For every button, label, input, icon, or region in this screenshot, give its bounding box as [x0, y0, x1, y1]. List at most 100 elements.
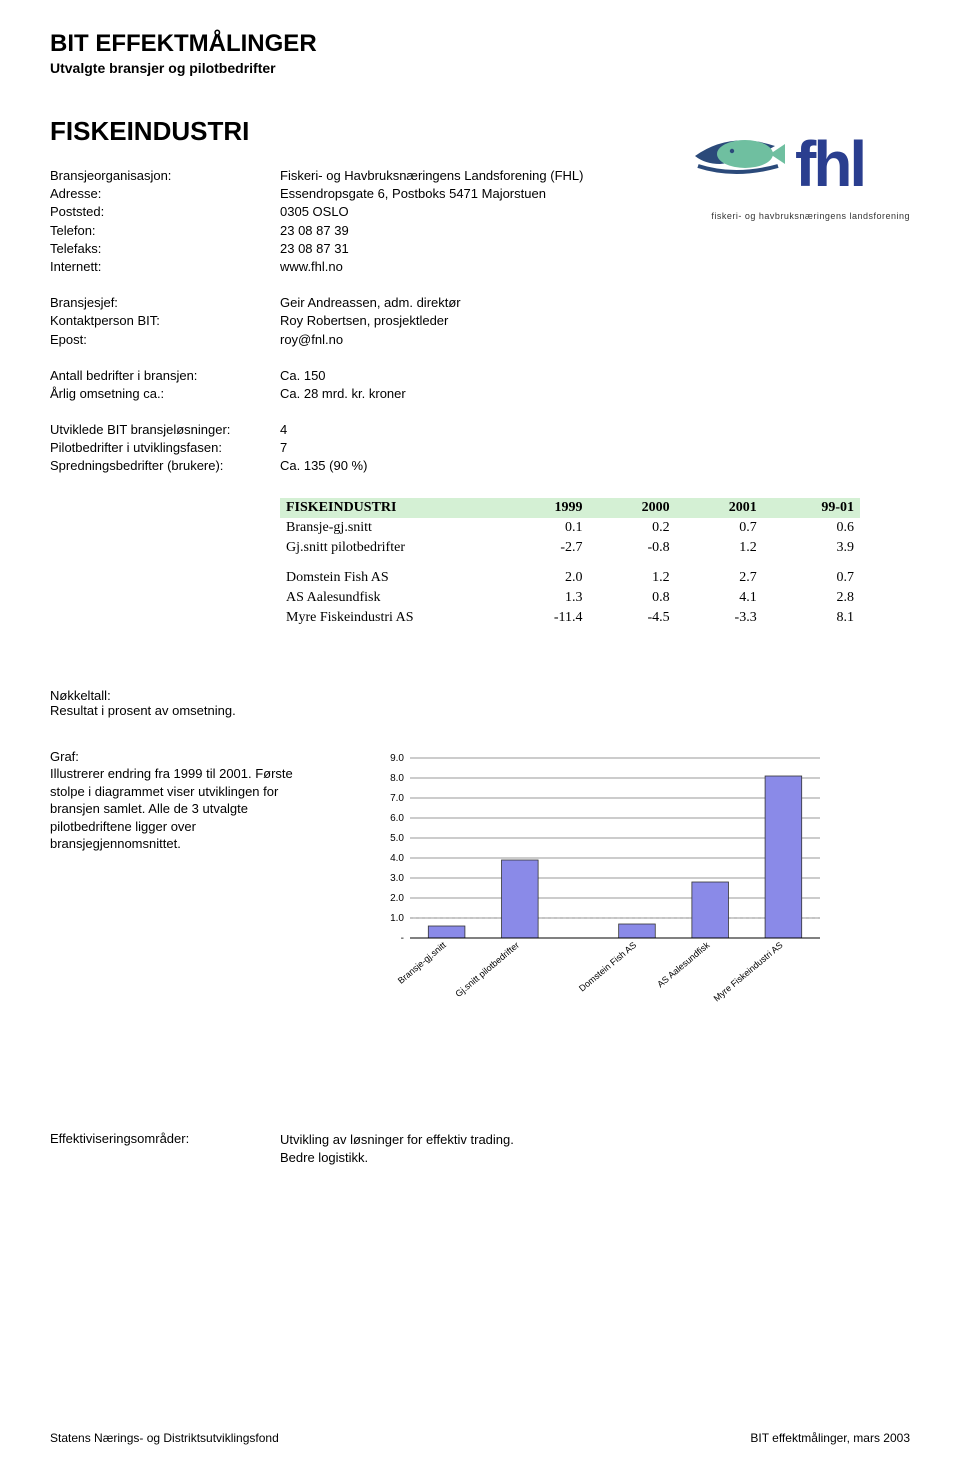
kv-key: Adresse:	[50, 185, 280, 203]
table-cell: -2.7	[500, 538, 589, 558]
graf-label: Graf:	[50, 748, 330, 766]
kv-key: Bransjeorganisasjon:	[50, 167, 280, 185]
kv-val: 4	[280, 421, 583, 439]
section-title: FISKEINDUSTRI	[50, 116, 583, 147]
table-row: AS Aalesundfisk1.30.84.12.8	[280, 588, 860, 608]
table-cell: 3.9	[763, 538, 860, 558]
table-row: Domstein Fish AS2.01.22.70.7	[280, 568, 860, 588]
kv-val: Fiskeri- og Havbruksnæringens Landsforen…	[280, 167, 583, 185]
table-row: Bransje-gj.snitt0.10.20.70.6	[280, 518, 860, 538]
kv-key: Spredningsbedrifter (brukere):	[50, 457, 280, 475]
fhl-logo-icon: fhl	[690, 116, 910, 206]
svg-text:2.0: 2.0	[390, 893, 404, 904]
graf-text: Illustrerer endring fra 1999 til 2001. F…	[50, 765, 330, 853]
kv-val: 0305 OSLO	[280, 203, 583, 221]
logo-caption: fiskeri- og havbruksnæringens landsforen…	[690, 211, 910, 221]
kv-val: Essendropsgate 6, Postboks 5471 Majorstu…	[280, 185, 583, 203]
kv-row: Spredningsbedrifter (brukere):Ca. 135 (9…	[50, 457, 583, 475]
kv-val: Ca. 28 mrd. kr. kroner	[280, 385, 583, 403]
table-cell: 4.1	[676, 588, 763, 608]
table-cell: 2.8	[763, 588, 860, 608]
kv-row: Antall bedrifter i bransjen:Ca. 150	[50, 367, 583, 385]
table-cell: Myre Fiskeindustri AS	[280, 608, 500, 628]
kv-val: www.fhl.no	[280, 258, 583, 276]
kv-key: Antall bedrifter i bransjen:	[50, 367, 280, 385]
kv-val: 7	[280, 439, 583, 457]
table-cell: 0.7	[763, 568, 860, 588]
svg-text:Domstein Fish AS: Domstein Fish AS	[577, 939, 638, 993]
page-subtitle: Utvalgte bransjer og pilotbedrifter	[50, 60, 910, 76]
kv-val: 23 08 87 31	[280, 240, 583, 258]
col-h-0: FISKEINDUSTRI	[280, 498, 500, 518]
kv-key: Utviklede BIT bransjeløsninger:	[50, 421, 280, 439]
graf-text-block: Graf: Illustrerer endring fra 1999 til 2…	[50, 748, 330, 853]
table-cell: AS Aalesundfisk	[280, 588, 500, 608]
svg-text:fhl: fhl	[795, 128, 864, 200]
table-cell: -3.3	[676, 608, 763, 628]
kv-row: Kontaktperson BIT:Roy Robertsen, prosjek…	[50, 312, 583, 330]
table-row: Myre Fiskeindustri AS-11.4-4.5-3.38.1	[280, 608, 860, 628]
kv-row: Årlig omsetning ca.:Ca. 28 mrd. kr. kron…	[50, 385, 583, 403]
kv-val: 23 08 87 39	[280, 222, 583, 240]
table-cell: 0.8	[589, 588, 676, 608]
table-cell: Bransje-gj.snitt	[280, 518, 500, 538]
table-cell: -11.4	[500, 608, 589, 628]
table-cell: 0.2	[589, 518, 676, 538]
kv-key: Epost:	[50, 331, 280, 349]
kv-val: Ca. 150	[280, 367, 583, 385]
kv-key: Årlig omsetning ca.:	[50, 385, 280, 403]
svg-text:1.0: 1.0	[390, 913, 404, 924]
kv-row: Utviklede BIT bransjeløsninger:4	[50, 421, 583, 439]
effekt-line2: Bedre logistikk.	[280, 1149, 910, 1167]
effekt-block: Effektiviseringsområder: Utvikling av lø…	[50, 1131, 910, 1167]
svg-text:Myre Fiskeindustri AS: Myre Fiskeindustri AS	[712, 939, 785, 1003]
logo: fhl fiskeri- og havbruksnæringens landsf…	[690, 116, 910, 221]
kv-row: Epost:roy@fnl.no	[50, 331, 583, 349]
table-cell: Gj.snitt pilotbedrifter	[280, 538, 500, 558]
table-cell: 1.3	[500, 588, 589, 608]
nokkeltall-text: Resultat i prosent av omsetning.	[50, 703, 910, 718]
kv-row: Pilotbedrifter i utviklingsfasen:7	[50, 439, 583, 457]
footer-right: BIT effektmålinger, mars 2003	[750, 1431, 910, 1445]
kv-row: Telefaks:23 08 87 31	[50, 240, 583, 258]
effekt-label: Effektiviseringsområder:	[50, 1131, 280, 1167]
table-cell: 2.7	[676, 568, 763, 588]
kv-row: Bransjesjef:Geir Andreassen, adm. direkt…	[50, 294, 583, 312]
kv-row: Bransjeorganisasjon:Fiskeri- og Havbruks…	[50, 167, 583, 185]
col-h-3: 2001	[676, 498, 763, 518]
effekt-line1: Utvikling av løsninger for effektiv trad…	[280, 1131, 910, 1149]
kv-val: Geir Andreassen, adm. direktør	[280, 294, 583, 312]
svg-text:Bransje-gj.snitt: Bransje-gj.snitt	[396, 939, 448, 985]
kv-row: Internett:www.fhl.no	[50, 258, 583, 276]
table-cell: 1.2	[589, 568, 676, 588]
table-cell: 0.6	[763, 518, 860, 538]
col-h-1: 1999	[500, 498, 589, 518]
table-cell: 0.7	[676, 518, 763, 538]
table-cell: 8.1	[763, 608, 860, 628]
notes-block: Nøkkeltall: Resultat i prosent av omsetn…	[50, 688, 910, 718]
kv-key: Telefon:	[50, 222, 280, 240]
top-block: FISKEINDUSTRI Bransjeorganisasjon:Fisker…	[50, 116, 910, 494]
table-cell: 2.0	[500, 568, 589, 588]
kv-val: Roy Robertsen, prosjektleder	[280, 312, 583, 330]
table-header-row: FISKEINDUSTRI 1999 2000 2001 99-01	[280, 498, 860, 518]
kv-key: Bransjesjef:	[50, 294, 280, 312]
svg-text:3.0: 3.0	[390, 873, 404, 884]
footer-left: Statens Nærings- og Distriktsutviklingsf…	[50, 1431, 279, 1445]
chart: -1.02.03.04.05.06.07.08.09.0Bransje-gj.s…	[370, 748, 910, 1031]
table-cell: -0.8	[589, 538, 676, 558]
kv-key: Poststed:	[50, 203, 280, 221]
kv-row: Telefon:23 08 87 39	[50, 222, 583, 240]
svg-text:4.0: 4.0	[390, 853, 404, 864]
kv-key: Kontaktperson BIT:	[50, 312, 280, 330]
contact-block: Bransjesjef:Geir Andreassen, adm. direkt…	[50, 294, 583, 349]
col-h-4: 99-01	[763, 498, 860, 518]
svg-text:8.0: 8.0	[390, 773, 404, 784]
table-row: Gj.snitt pilotbedrifter-2.7-0.81.23.9	[280, 538, 860, 558]
kv-row: Poststed:0305 OSLO	[50, 203, 583, 221]
svg-text:9.0: 9.0	[390, 753, 404, 764]
data-table: FISKEINDUSTRI 1999 2000 2001 99-01 Brans…	[280, 498, 860, 628]
table-cell: 0.1	[500, 518, 589, 538]
table-cell: 1.2	[676, 538, 763, 558]
svg-text:5.0: 5.0	[390, 833, 404, 844]
